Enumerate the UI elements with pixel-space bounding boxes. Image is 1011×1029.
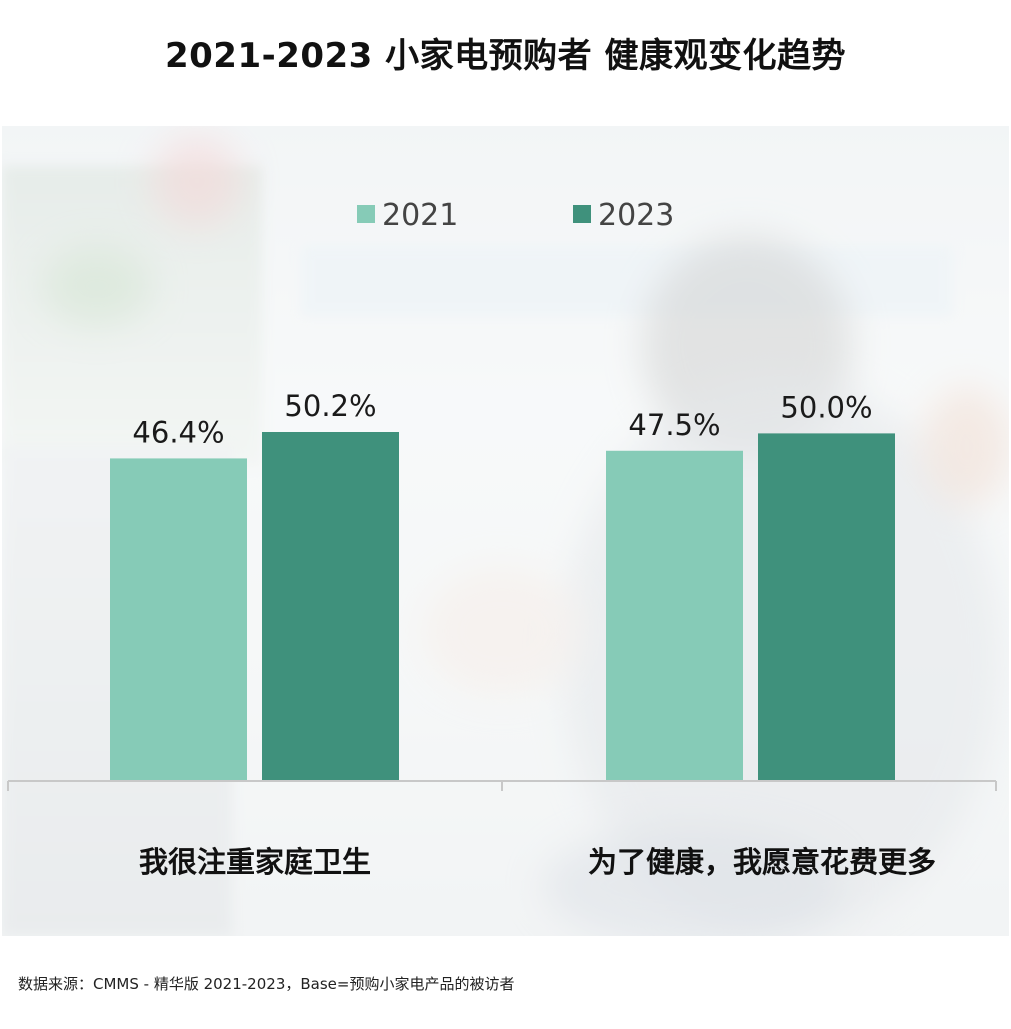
bar-2021-1 bbox=[110, 458, 247, 781]
legend-swatch-2023 bbox=[573, 205, 591, 223]
data-label-2023-1: 50.2% bbox=[284, 389, 376, 423]
data-label-2023-2: 50.0% bbox=[780, 390, 872, 424]
x-axis: 我很注重家庭卫生 为了健康，我愿意花费更多 bbox=[7, 780, 997, 879]
legend: 2021 2023 bbox=[357, 198, 674, 233]
bars: 46.4% 50.2% 47.5% 50.0% bbox=[110, 389, 895, 781]
data-label-2021-1: 46.4% bbox=[132, 415, 224, 449]
category-label-1: 我很注重家庭卫生 bbox=[139, 845, 371, 879]
category-label-2: 为了健康，我愿意花费更多 bbox=[588, 845, 936, 879]
bar-2023-2 bbox=[758, 433, 895, 781]
bar-2021-2 bbox=[606, 450, 743, 781]
data-label-2021-2: 47.5% bbox=[628, 408, 720, 442]
legend-label-2021: 2021 bbox=[382, 198, 458, 233]
legend-swatch-2021 bbox=[357, 205, 375, 223]
chart-title: 2021-2023 小家电预购者 健康观变化趋势 bbox=[164, 36, 847, 76]
data-source-note: 数据来源：CMMS - 精华版 2021-2023，Base=预购小家电产品的被… bbox=[18, 975, 515, 993]
bar-2023-1 bbox=[262, 432, 399, 781]
bar-chart: 2021 2023 46.4% 50.2% 47.5% 50.0% 我很注重家庭卫生 为了… bbox=[7, 198, 997, 879]
legend-label-2023: 2023 bbox=[598, 198, 674, 233]
